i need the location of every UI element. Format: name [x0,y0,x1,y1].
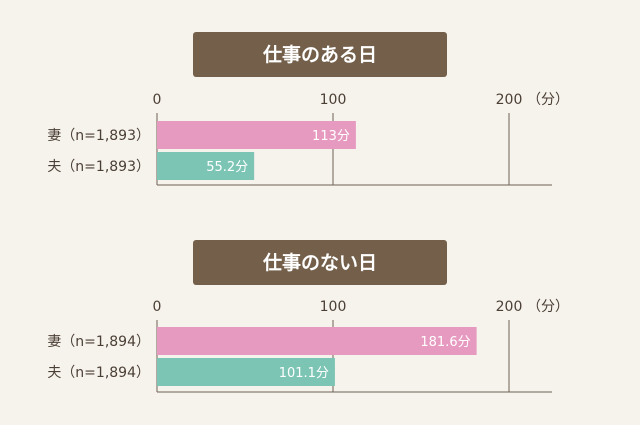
category-label: 夫（n=1,893） [47,159,150,175]
x-tick-label: 100 [320,92,347,108]
chart-title-box [193,32,447,77]
bar-value-label: 101.1分 [279,366,329,381]
category-label: 妻（n=1,894） [47,334,150,350]
category-label: 妻（n=1,893） [47,128,150,144]
category-label: 夫（n=1,894） [47,365,150,381]
bar [157,152,255,180]
chart-title: 仕事のない日 [262,251,377,274]
chart-title-box [193,240,447,285]
chart-title: 仕事のある日 [262,43,377,66]
bar [157,358,335,386]
x-tick-label: 200 [496,92,523,108]
bar [157,121,356,149]
x-tick-label: 0 [153,299,162,315]
bar-value-label: 113分 [312,129,350,144]
x-tick-label: 0 [153,92,162,108]
x-unit-label: （分） [527,299,569,315]
x-unit-label: （分） [527,92,569,108]
bar [157,327,477,355]
x-tick-label: 100 [320,299,347,315]
bar-value-label: 181.6分 [420,335,470,350]
bar-value-label: 55.2分 [206,160,248,175]
x-tick-label: 200 [496,299,523,315]
